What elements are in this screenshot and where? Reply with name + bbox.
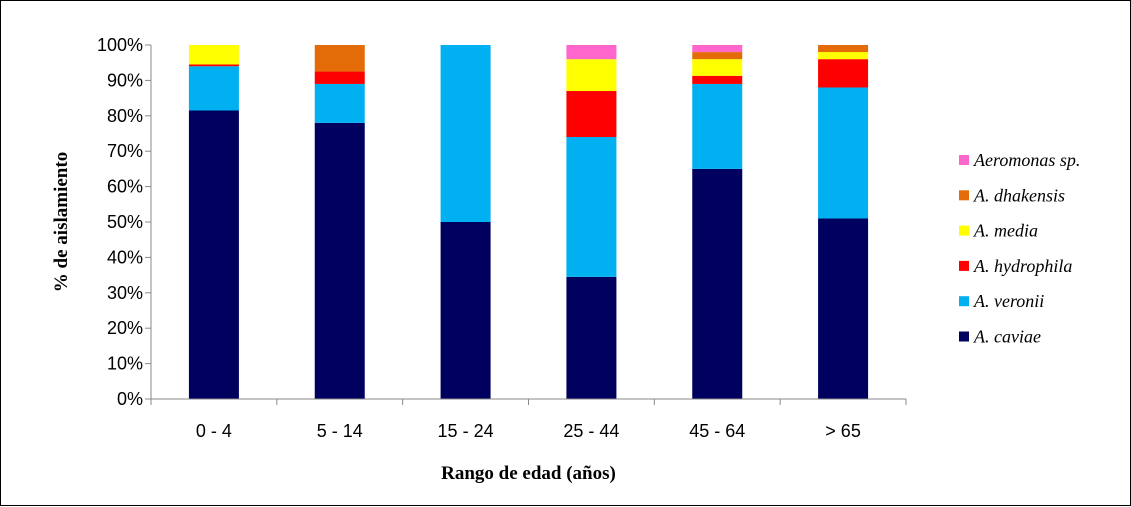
legend-label: A. media xyxy=(973,221,1038,241)
x-tick-label: > 65 xyxy=(825,421,861,441)
bar-segment xyxy=(188,66,239,111)
bar-segment xyxy=(566,59,617,92)
x-tick-label: 25 - 44 xyxy=(563,421,619,441)
y-tick-label: 10% xyxy=(107,354,143,374)
bars-group xyxy=(188,45,869,400)
bar-segment xyxy=(440,45,491,222)
legend-swatch xyxy=(959,296,969,307)
bar-segment xyxy=(314,122,365,399)
bar-segment xyxy=(188,110,239,400)
legend-label: A. veronii xyxy=(973,291,1044,311)
legend-swatch xyxy=(959,331,969,342)
x-tick-label: 15 - 24 xyxy=(438,421,494,441)
x-axis-title: Rango de edad (años) xyxy=(441,463,616,484)
bar-segment xyxy=(566,45,617,60)
x-tick-label: 45 - 64 xyxy=(689,421,745,441)
legend-label: A. caviae xyxy=(973,327,1041,347)
bar-segment xyxy=(818,87,869,219)
y-axis-title: % de aislamiento xyxy=(51,152,72,292)
bar-segment xyxy=(314,83,365,123)
legend-swatch xyxy=(959,155,969,165)
legend-swatch xyxy=(959,225,969,236)
bar-segment xyxy=(314,71,365,84)
bar-segment xyxy=(818,59,869,88)
bar-segment xyxy=(692,83,743,169)
bar-segment xyxy=(818,218,869,399)
y-tick-label: 90% xyxy=(107,70,143,90)
bar-segment xyxy=(566,137,617,277)
y-axis-ticks: 0% 10% 20% 30% 40% 50% 60% 70% 80% 90% 100% xyxy=(97,35,151,409)
bar-segment xyxy=(314,45,365,72)
bar-segment xyxy=(188,64,239,67)
x-axis-ticks: 0 - 4 5 - 14 15 - 24 25 - 44 45 - 64 > 65 xyxy=(150,399,907,441)
bar-segment xyxy=(692,45,743,53)
bar-segment xyxy=(692,75,743,84)
legend-swatch xyxy=(959,190,969,201)
y-tick-label: 100% xyxy=(97,35,143,55)
bar-segment xyxy=(818,52,869,60)
y-tick-label: 70% xyxy=(107,141,143,161)
bar-segment xyxy=(692,168,743,399)
x-tick-label: 5 - 14 xyxy=(317,421,363,441)
bar-segment xyxy=(692,52,743,60)
y-tick-label: 80% xyxy=(107,106,143,126)
y-tick-label: 50% xyxy=(107,212,143,232)
y-tick-label: 0% xyxy=(117,389,143,409)
legend-label: Aeromonas sp. xyxy=(973,150,1080,170)
y-tick-label: 20% xyxy=(107,318,143,338)
legend-swatch xyxy=(959,260,969,271)
legend: Aeromonas sp. A. dhakensis A. media A. hydr… xyxy=(959,150,1080,347)
bar-segment xyxy=(566,276,617,399)
bar-segment xyxy=(692,59,743,76)
y-tick-label: 40% xyxy=(107,247,143,267)
bar-segment xyxy=(818,45,869,53)
legend-label: A. hydrophila xyxy=(973,256,1072,276)
y-tick-label: 30% xyxy=(107,283,143,303)
bar-segment xyxy=(440,222,491,399)
legend-label: A. dhakensis xyxy=(973,185,1065,205)
y-tick-label: 60% xyxy=(107,177,143,197)
bar-segment xyxy=(566,91,617,138)
x-tick-label: 0 - 4 xyxy=(196,421,232,441)
bar-segment xyxy=(188,45,239,65)
